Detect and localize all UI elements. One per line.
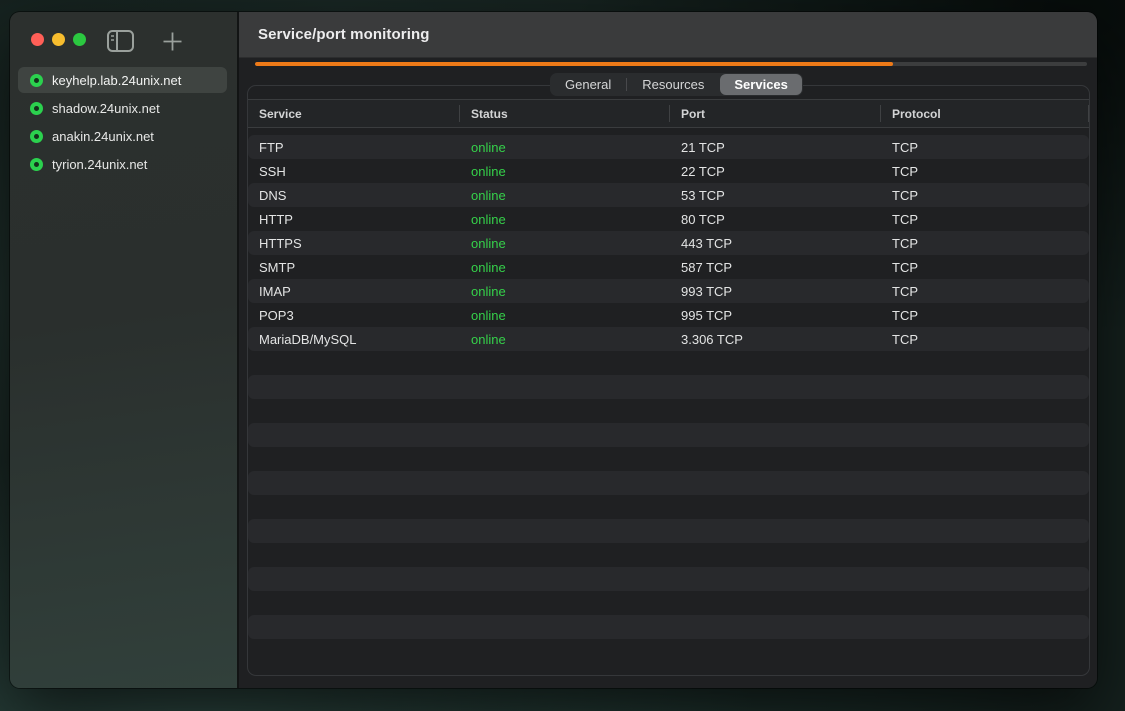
sidebar: keyhelp.lab.24unix.net shadow.24unix.net… bbox=[10, 12, 239, 688]
view-tabs: General Resources Services bbox=[550, 73, 803, 96]
cell-status: online bbox=[471, 283, 506, 299]
cell-service: DNS bbox=[259, 187, 287, 203]
minimize-button-icon[interactable] bbox=[52, 33, 65, 46]
table-row[interactable]: MariaDB/MySQL online 3.306 TCP TCP bbox=[248, 327, 1089, 351]
cell-protocol: TCP bbox=[892, 283, 918, 299]
tab-resources[interactable]: Resources bbox=[642, 77, 705, 92]
cell-protocol: TCP bbox=[892, 331, 918, 347]
main-content: Service/port monitoring Service Status P… bbox=[239, 12, 1097, 688]
table-row[interactable]: SSH online 22 TCP TCP bbox=[248, 159, 1089, 183]
cell-service: SSH bbox=[259, 163, 286, 179]
table-row[interactable] bbox=[248, 447, 1089, 471]
cell-protocol: TCP bbox=[892, 211, 918, 227]
cell-port: 53 TCP bbox=[681, 187, 725, 203]
cell-port: 995 TCP bbox=[681, 307, 733, 323]
cell-protocol: TCP bbox=[892, 259, 918, 275]
cell-service: IMAP bbox=[259, 283, 291, 299]
sidebar-toggle-icon bbox=[106, 30, 134, 52]
table-header: Service Status Port Protocol bbox=[248, 99, 1089, 128]
cell-protocol: TCP bbox=[892, 187, 918, 203]
server-status-dot-icon bbox=[30, 157, 43, 171]
server-label: shadow.24unix.net bbox=[52, 100, 160, 116]
table-row[interactable] bbox=[248, 567, 1089, 591]
cell-status: online bbox=[471, 259, 506, 275]
refresh-progress-bar bbox=[255, 62, 1087, 66]
cell-protocol: TCP bbox=[892, 235, 918, 251]
cell-port: 443 TCP bbox=[681, 235, 733, 251]
tab-services[interactable]: Services bbox=[720, 74, 802, 95]
column-header-port[interactable]: Port bbox=[670, 100, 881, 127]
cell-service: MariaDB/MySQL bbox=[259, 331, 357, 347]
table-row[interactable] bbox=[248, 471, 1089, 495]
cell-status: online bbox=[471, 235, 506, 251]
column-header-status[interactable]: Status bbox=[460, 100, 670, 127]
server-label: anakin.24unix.net bbox=[52, 128, 154, 144]
table-row[interactable] bbox=[248, 639, 1089, 663]
cell-status: online bbox=[471, 139, 506, 155]
table-row[interactable] bbox=[248, 591, 1089, 615]
cell-service: FTP bbox=[259, 139, 284, 155]
window-controls bbox=[31, 33, 86, 46]
cell-protocol: TCP bbox=[892, 307, 918, 323]
cell-service: SMTP bbox=[259, 259, 296, 275]
table-row[interactable]: HTTP online 80 TCP TCP bbox=[248, 207, 1089, 231]
cell-service: HTTP bbox=[259, 211, 293, 227]
table-row[interactable] bbox=[248, 495, 1089, 519]
sidebar-toolbar bbox=[106, 29, 186, 53]
table-row[interactable] bbox=[248, 615, 1089, 639]
sidebar-item-server[interactable]: tyrion.24unix.net bbox=[18, 151, 227, 177]
cell-port: 993 TCP bbox=[681, 283, 733, 299]
table-row[interactable] bbox=[248, 375, 1089, 399]
cell-protocol: TCP bbox=[892, 139, 918, 155]
services-panel: Service Status Port Protocol FTP online … bbox=[247, 85, 1090, 676]
add-server-button[interactable] bbox=[158, 29, 186, 53]
table-row[interactable]: SMTP online 587 TCP TCP bbox=[248, 255, 1089, 279]
cell-status: online bbox=[471, 211, 506, 227]
server-status-dot-icon bbox=[30, 101, 43, 115]
cell-port: 80 TCP bbox=[681, 211, 725, 227]
sidebar-item-server[interactable]: keyhelp.lab.24unix.net bbox=[18, 67, 227, 93]
server-status-dot-icon bbox=[30, 129, 43, 143]
table-body: FTP online 21 TCP TCP SSH online 22 TCP … bbox=[248, 135, 1089, 663]
column-header-protocol[interactable]: Protocol bbox=[881, 100, 1089, 127]
table-row[interactable]: POP3 online 995 TCP TCP bbox=[248, 303, 1089, 327]
table-row[interactable]: IMAP online 993 TCP TCP bbox=[248, 279, 1089, 303]
table-row[interactable] bbox=[248, 543, 1089, 567]
table-row[interactable] bbox=[248, 519, 1089, 543]
cell-status: online bbox=[471, 163, 506, 179]
table-row[interactable] bbox=[248, 351, 1089, 375]
column-header-service[interactable]: Service bbox=[248, 100, 460, 127]
cell-status: online bbox=[471, 187, 506, 203]
sidebar-toggle-button[interactable] bbox=[106, 29, 134, 53]
refresh-progress-fill bbox=[255, 62, 894, 66]
plus-icon bbox=[163, 32, 181, 50]
app-window: keyhelp.lab.24unix.net shadow.24unix.net… bbox=[10, 12, 1097, 688]
server-label: tyrion.24unix.net bbox=[52, 156, 148, 172]
close-button-icon[interactable] bbox=[31, 33, 44, 46]
server-label: keyhelp.lab.24unix.net bbox=[52, 72, 182, 88]
cell-protocol: TCP bbox=[892, 163, 918, 179]
cell-port: 21 TCP bbox=[681, 139, 725, 155]
cell-status: online bbox=[471, 307, 506, 323]
cell-port: 3.306 TCP bbox=[681, 331, 743, 347]
server-list: keyhelp.lab.24unix.net shadow.24unix.net… bbox=[18, 67, 227, 179]
table-row[interactable]: DNS online 53 TCP TCP bbox=[248, 183, 1089, 207]
cell-port: 587 TCP bbox=[681, 259, 733, 275]
table-row[interactable] bbox=[248, 399, 1089, 423]
zoom-button-icon[interactable] bbox=[73, 33, 86, 46]
cell-status: online bbox=[471, 331, 506, 347]
table-row[interactable]: HTTPS online 443 TCP TCP bbox=[248, 231, 1089, 255]
server-status-dot-icon bbox=[30, 73, 43, 87]
table-row[interactable] bbox=[248, 423, 1089, 447]
sidebar-item-server[interactable]: anakin.24unix.net bbox=[18, 123, 227, 149]
sidebar-item-server[interactable]: shadow.24unix.net bbox=[18, 95, 227, 121]
cell-port: 22 TCP bbox=[681, 163, 725, 179]
titlebar: Service/port monitoring bbox=[239, 12, 1097, 58]
tab-general[interactable]: General bbox=[565, 77, 612, 92]
cell-service: POP3 bbox=[259, 307, 294, 323]
page-title: Service/port monitoring bbox=[258, 26, 430, 43]
table-row[interactable]: FTP online 21 TCP TCP bbox=[248, 135, 1089, 159]
tab-divider bbox=[626, 78, 628, 91]
cell-service: HTTPS bbox=[259, 235, 302, 251]
